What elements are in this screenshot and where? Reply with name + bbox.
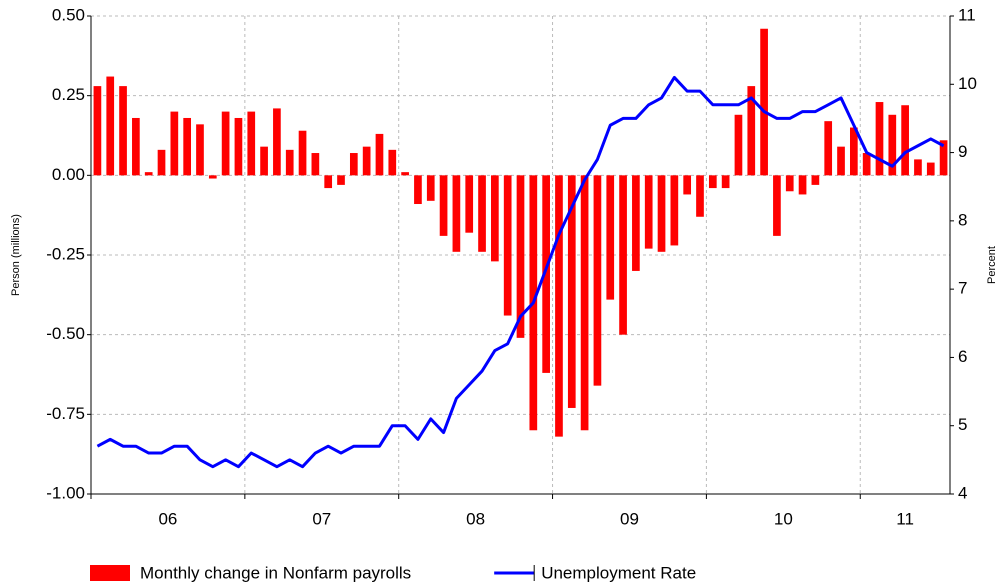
- bar: [465, 175, 474, 233]
- bar: [888, 114, 897, 176]
- y2-axis-label: Percent: [986, 246, 998, 284]
- bar: [580, 175, 589, 431]
- y2-tick-label: 4: [958, 483, 967, 502]
- y-tick-label: -1.00: [46, 483, 85, 502]
- bar: [696, 175, 704, 217]
- bar: [157, 149, 166, 176]
- bar: [567, 175, 576, 408]
- bar: [516, 175, 525, 338]
- bar: [491, 175, 499, 262]
- bar: [337, 175, 345, 185]
- y2-tick-label: 5: [958, 415, 967, 434]
- legend-swatch: [90, 565, 130, 581]
- y-tick-label: 0.25: [52, 85, 85, 104]
- bar: [247, 111, 256, 176]
- y-tick-label: -0.25: [46, 244, 85, 263]
- bar: [849, 127, 858, 176]
- bar: [926, 162, 935, 176]
- y2-tick-label: 9: [958, 142, 967, 161]
- bar: [811, 175, 820, 185]
- bar: [824, 121, 833, 176]
- bar: [632, 175, 640, 271]
- bar: [273, 108, 281, 176]
- bar: [298, 130, 307, 176]
- bar: [414, 175, 422, 205]
- bar: [401, 172, 409, 176]
- bar: [426, 175, 435, 201]
- y-axis-label: Person (millions): [10, 214, 22, 296]
- bar: [170, 111, 179, 176]
- y-tick-label: -0.50: [46, 324, 85, 343]
- bar: [875, 102, 884, 176]
- bar: [285, 149, 294, 176]
- bar: [260, 146, 268, 176]
- bar: [683, 175, 692, 195]
- bar: [375, 133, 384, 176]
- y-tick-label: 0.50: [52, 5, 85, 24]
- bar: [542, 175, 550, 373]
- bar: [734, 114, 743, 176]
- bar: [388, 149, 397, 176]
- bar: [773, 175, 781, 236]
- bar: [619, 175, 627, 335]
- bar: [208, 175, 217, 179]
- bar: [555, 175, 563, 437]
- bar: [798, 175, 807, 195]
- y2-tick-label: 7: [958, 279, 967, 298]
- bar: [221, 111, 230, 176]
- x-tick-label: 07: [312, 509, 331, 528]
- bar: [132, 117, 140, 176]
- bar: [721, 175, 730, 189]
- y2-tick-label: 6: [958, 347, 967, 366]
- y2-tick-label: 8: [958, 210, 967, 229]
- bar: [324, 175, 333, 189]
- bar: [144, 172, 153, 176]
- bar: [503, 175, 512, 316]
- legend-label: Unemployment Rate: [541, 563, 696, 582]
- bar: [196, 124, 204, 176]
- bar: [760, 28, 768, 176]
- bar: [914, 159, 922, 176]
- bar: [93, 86, 102, 176]
- y-tick-label: 0.00: [52, 165, 85, 184]
- legend-label: Monthly change in Nonfarm payrolls: [140, 563, 411, 582]
- bar: [785, 175, 794, 192]
- bar: [644, 175, 653, 249]
- bar: [670, 175, 679, 246]
- bar: [362, 146, 371, 176]
- bar: [119, 86, 127, 176]
- bar: [349, 153, 358, 176]
- bar: [311, 153, 320, 176]
- bar: [106, 76, 115, 176]
- bar: [657, 175, 666, 252]
- bar: [183, 117, 192, 176]
- bar: [478, 175, 486, 252]
- bar: [439, 175, 448, 236]
- bar: [452, 175, 461, 252]
- bar: [939, 140, 948, 176]
- bar: [234, 117, 243, 176]
- bar: [862, 153, 871, 176]
- x-tick-label: 10: [774, 509, 793, 528]
- bar: [708, 175, 717, 189]
- x-tick-label: 09: [620, 509, 639, 528]
- y2-tick-label: 11: [958, 5, 976, 24]
- y-tick-label: -0.75: [46, 404, 85, 423]
- bar: [837, 146, 845, 176]
- x-tick-label: 11: [896, 509, 914, 528]
- bar: [593, 175, 602, 386]
- bar: [606, 175, 615, 300]
- x-tick-label: 08: [466, 509, 485, 528]
- bar: [901, 105, 909, 176]
- bar: [747, 86, 756, 176]
- y2-tick-label: 10: [958, 74, 977, 93]
- x-tick-label: 06: [158, 509, 177, 528]
- line: [96, 75, 945, 469]
